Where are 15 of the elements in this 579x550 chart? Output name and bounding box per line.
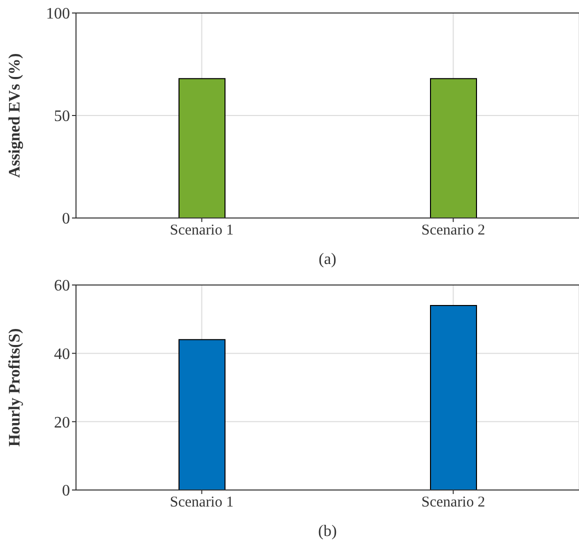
y-tick-label: 0 (62, 210, 70, 228)
y-tick-label: 100 (46, 6, 70, 23)
x-tick-label: Scenario 2 (421, 494, 486, 511)
y-tick-label: 50 (54, 108, 70, 126)
x-tick-label: Scenario 1 (170, 494, 234, 511)
y-tick-label: 0 (62, 482, 70, 500)
x-tick-label: Scenario 2 (421, 222, 486, 239)
y-axis-title: Hourly Profits(S) (6, 328, 24, 447)
y-axis-title: Assigned EVs (%) (6, 53, 24, 178)
y-tick-label: 20 (54, 414, 70, 432)
x-axis-title: (b) (318, 523, 337, 540)
x-axis-title: (a) (318, 251, 336, 268)
y-tick-label: 40 (54, 346, 70, 364)
y-tick-label: 60 (54, 278, 70, 295)
x-tick-label: Scenario 1 (170, 222, 234, 239)
